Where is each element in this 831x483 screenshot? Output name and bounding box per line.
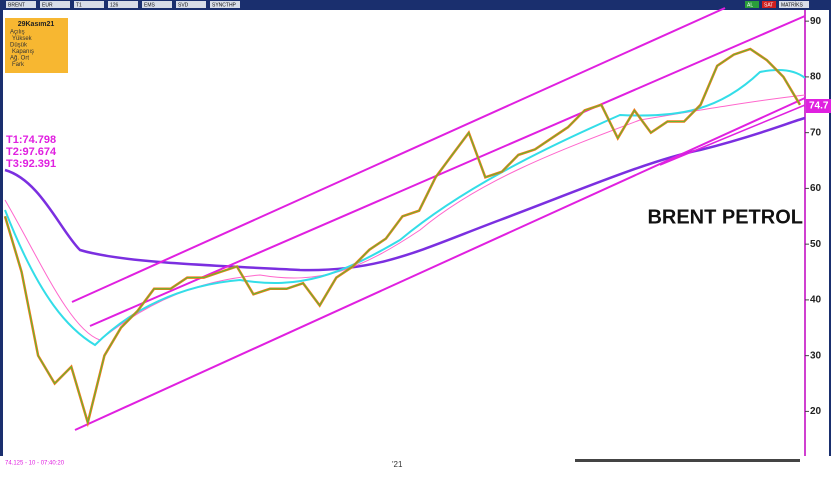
y-tick-label: 60 [810, 183, 822, 194]
y-tick-label: 20 [810, 406, 822, 417]
toolbar-button [74, 1, 104, 8]
toolbar-button [779, 1, 809, 8]
price [3, 47, 802, 428]
info-label: Fark [12, 62, 25, 68]
x-label: '21 [392, 460, 403, 469]
y-tick-label: 50 [810, 239, 822, 250]
info-label: Düşük [10, 43, 28, 49]
toolbar-button [210, 1, 240, 8]
toolbar-item: EMS [144, 2, 156, 8]
scrollbar [575, 459, 800, 462]
toolbar-item: T1 [76, 2, 82, 8]
y-tick-label: 30 [810, 350, 822, 361]
toolbar-button [142, 1, 172, 8]
toolbar-button [176, 1, 206, 8]
status: 74.125 - 10 - 07:40:20 [5, 461, 65, 467]
toolbar-item: MATRİKS [781, 1, 804, 8]
channel-upper [71, 7, 726, 303]
toolbar-item: SAT [764, 2, 773, 8]
target: T2:97.674 [6, 146, 57, 158]
info-label: Kapanış [12, 49, 34, 55]
info-label: Yüksek [12, 36, 33, 42]
toolbar-button [6, 1, 36, 8]
toolbar-item: EUR [42, 2, 53, 8]
info-date: 29Kasım21 [18, 21, 55, 28]
last-price: 74.7 [809, 101, 829, 112]
price-tag [806, 99, 831, 113]
y-tick-label: 40 [810, 295, 822, 306]
moving-average-mid [4, 94, 806, 341]
channel-lower [74, 97, 806, 431]
channel-inner [659, 104, 806, 166]
axis-area [805, 10, 829, 456]
moving-average-slow [4, 116, 806, 272]
toolbar-button [40, 1, 70, 8]
target: T1:74.798 [6, 134, 56, 146]
y-tick-label: 90 [810, 16, 822, 27]
toolbar-item: BRENT [8, 2, 25, 8]
chart-title: BRENT PETROL [647, 206, 803, 228]
toolbar-button [745, 1, 759, 8]
toolbar-item: SVD [178, 2, 189, 8]
info-box [5, 18, 68, 73]
moving-average-fast [4, 69, 806, 347]
plot-area [3, 10, 805, 456]
toolbar-item: SYNCTHP [212, 2, 237, 8]
toolbar-item: 126 [110, 2, 119, 8]
info-label: Ağ. Ort [10, 56, 29, 62]
target: T3:92.391 [6, 158, 56, 170]
info-label: Açılış [10, 30, 25, 36]
price-line-inner [4, 48, 801, 425]
toolbar-button [108, 1, 138, 8]
toolbar: BRENT EUR T1 126 EMS SVD SYNCTHP AL SAT MATRİKS [6, 1, 809, 8]
y-tick-label: 80 [810, 72, 822, 83]
toolbar-item: AL [747, 2, 753, 8]
toolbar-button [762, 1, 776, 8]
channel-middle [89, 15, 806, 327]
y-tick-label: 70 [810, 127, 822, 138]
